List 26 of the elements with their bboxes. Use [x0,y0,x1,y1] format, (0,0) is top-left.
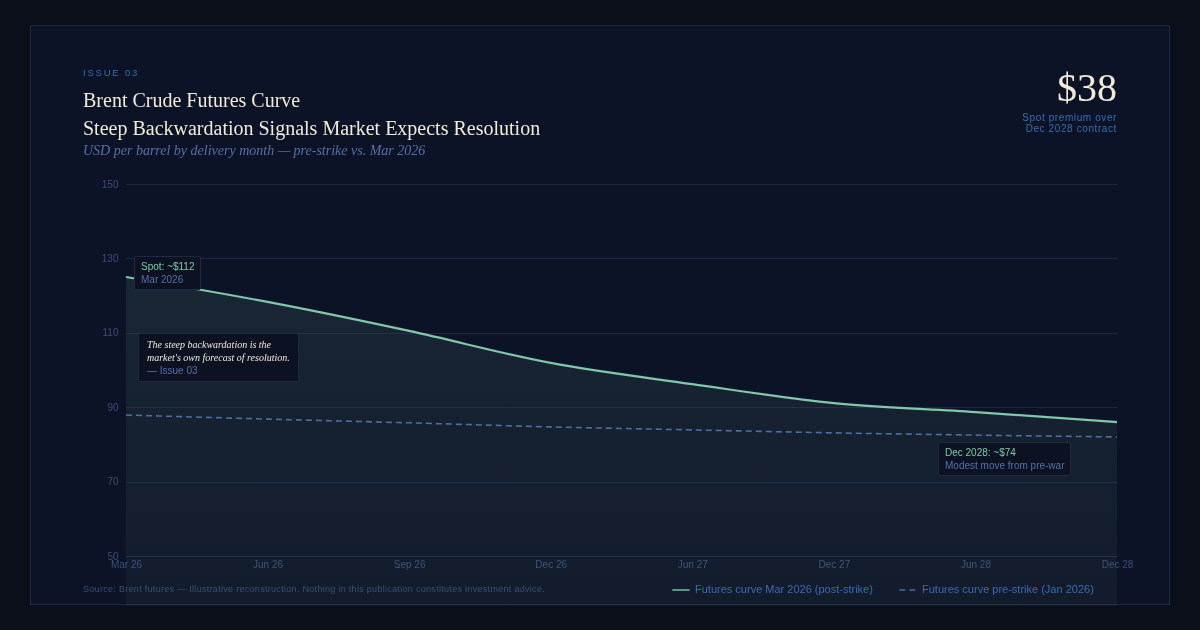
x-tick-label: Jun 26 [253,558,284,570]
line-series [125,414,1118,438]
annotation: — Issue 03 [147,364,199,377]
y-tick-label: 150 [101,178,119,190]
x-tick-label: Dec 28 [1101,558,1134,570]
y-tick-label: 110 [102,327,119,339]
y-tick-label: 70 [107,476,119,488]
text: $38 [1057,64,1117,111]
x-tick-label: Sep 26 [393,558,426,570]
annotation: Modest move from pre-war [945,459,1065,472]
legend-label: Futures curve Mar 2026 (post-strike) [695,583,873,595]
x-tick-label: Jun 27 [677,558,709,570]
text: ISSUE 03 [83,67,140,78]
x-tick-label: Dec 27 [818,558,851,570]
annotation: Spot: ~$112 [141,260,195,273]
x-tick-label: Jun 28 [960,558,992,570]
y-tick-label: 130 [101,252,119,264]
text: Spot premium over Dec 2028 contract [1022,112,1117,134]
chart-subtitle: USD per barrel by delivery month — pre-strike vs. Mar 2026 [83,143,426,159]
legend-label: Futures curve pre-strike (Jan 2026) [922,583,1094,595]
annotation: Mar 2026 [141,273,185,286]
y-tick-label: 90 [107,401,119,413]
annotation: Dec 2028: ~$74 [945,446,1017,459]
annotation: The steep backwardation is the market's own forecast of resolution. [147,338,290,364]
x-tick-label: Dec 26 [535,558,568,570]
chart-title: Brent Crude Futures Curve Steep Backwardation Signals Market Expects Resolution [83,88,541,142]
